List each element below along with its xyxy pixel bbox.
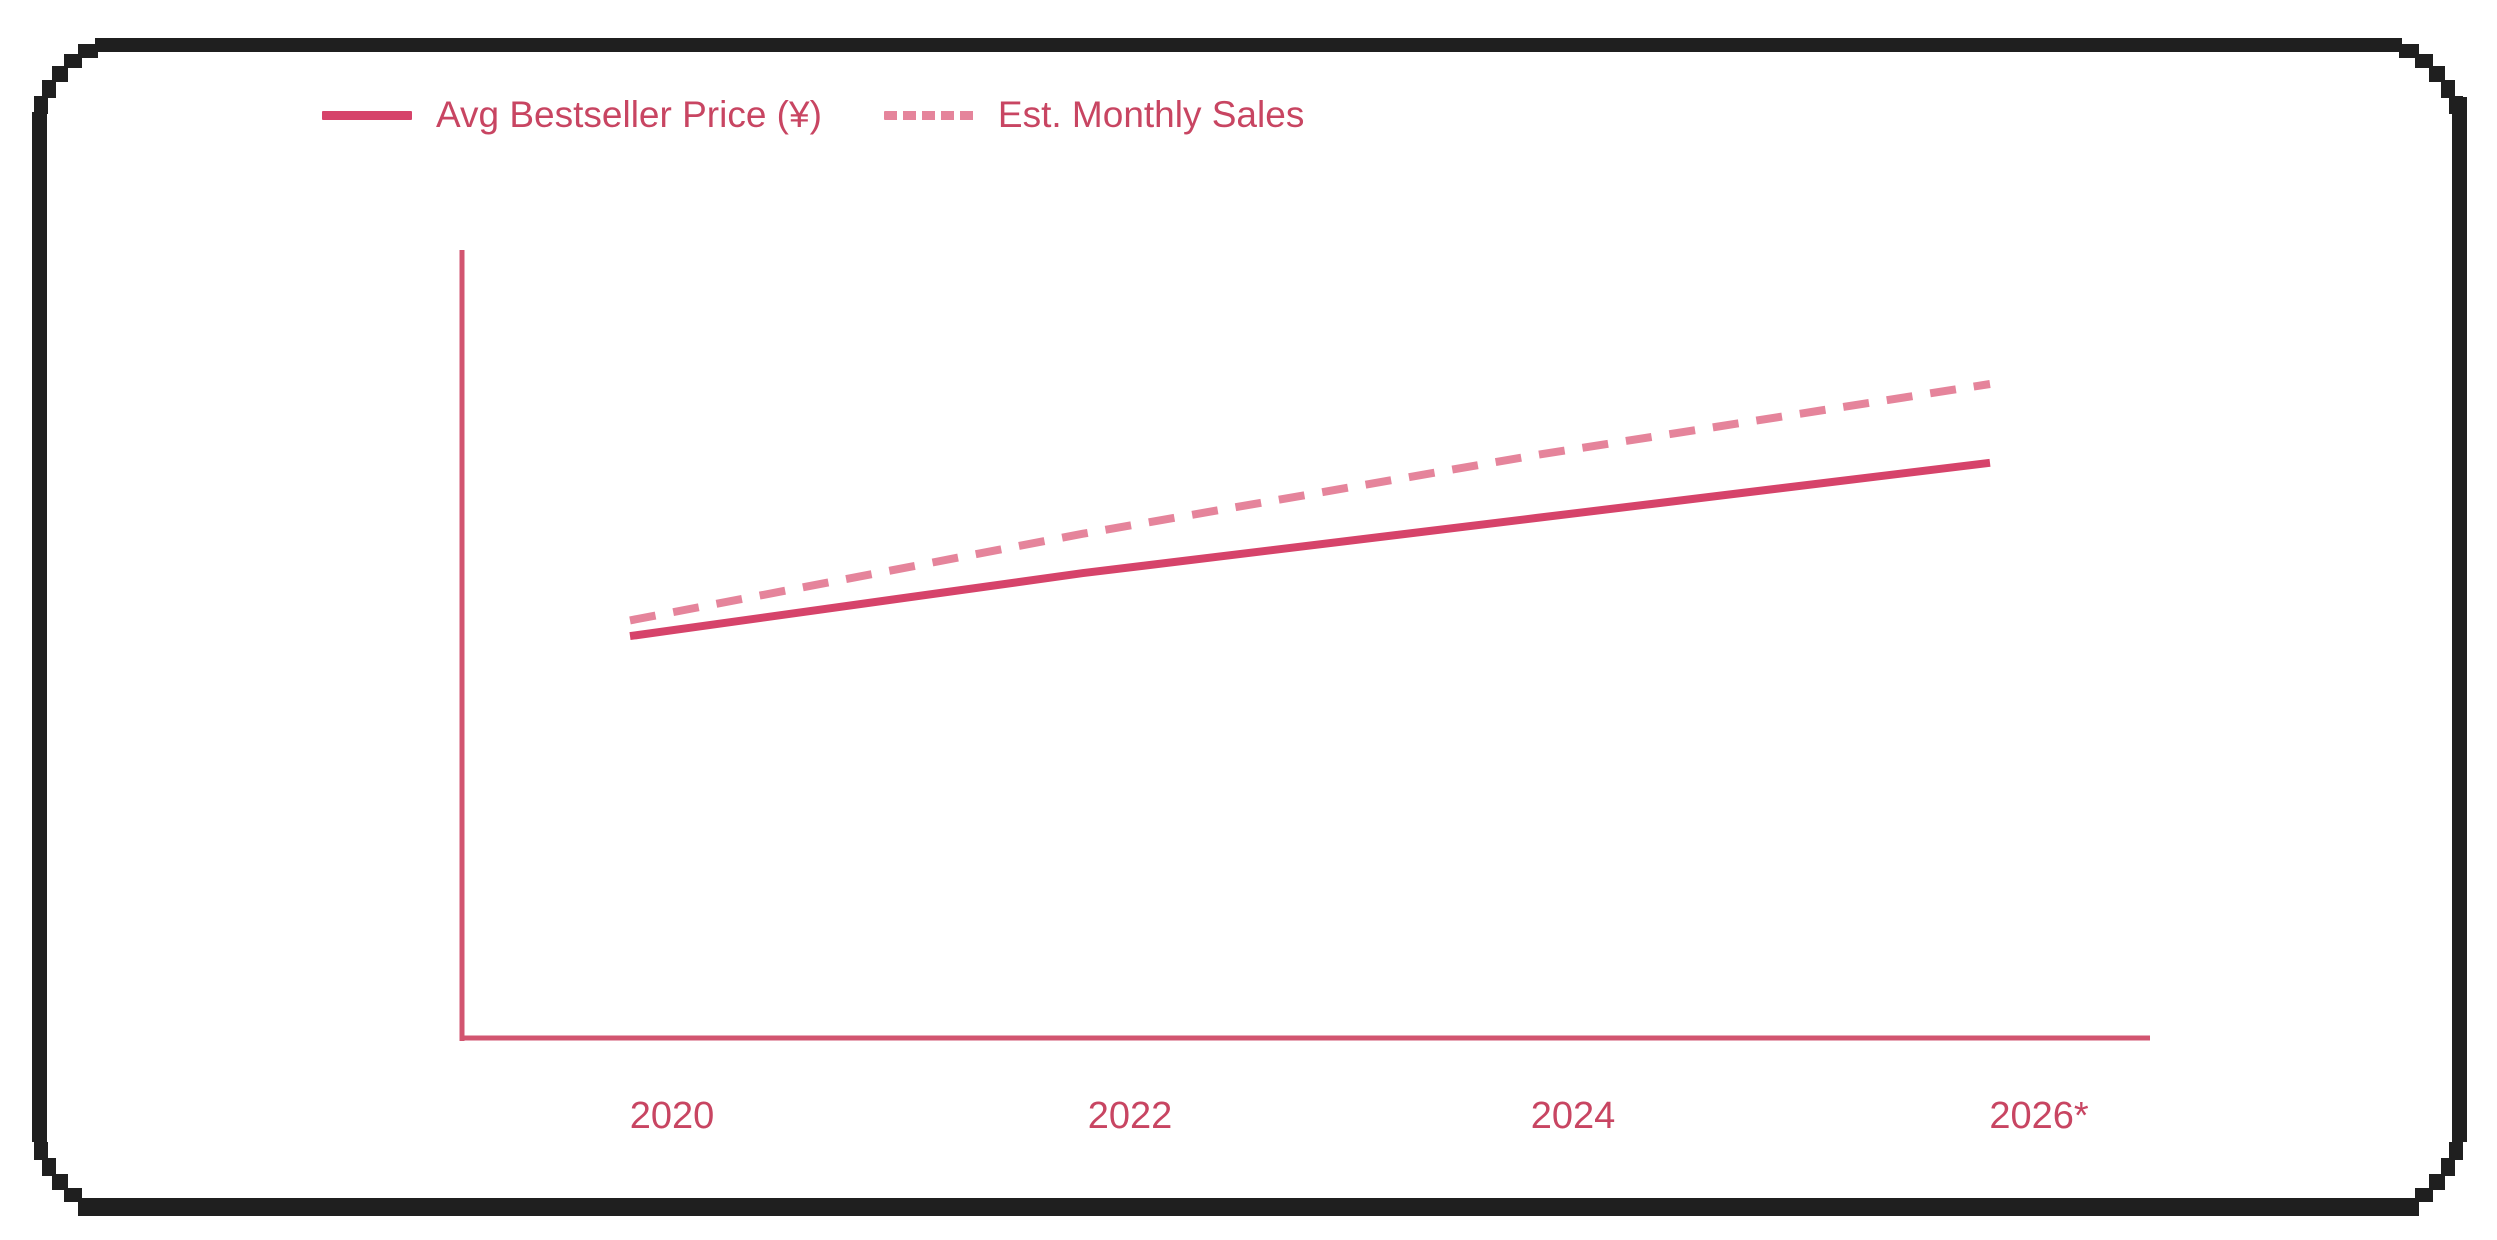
border-bottom-bar <box>100 1198 2400 1216</box>
legend-item-est-monthly-sales: Est. Monthly Sales <box>883 92 1305 138</box>
border-left-bar <box>32 112 47 1142</box>
legend-dashed-line-swatch <box>883 110 974 120</box>
x-tick-label: 2024 <box>1531 1095 1616 1137</box>
x-axis-tick-labels: 2020 2022 2024 2026* <box>630 1095 2089 1137</box>
border-right-bar <box>2452 97 2467 1142</box>
border-top-bar <box>95 38 2402 52</box>
series-line-solid <box>629 458 1991 641</box>
legend-item-avg-bestseller-price: Avg Bestseller Price (¥) <box>322 92 822 138</box>
border-corner-top-right <box>2399 44 2463 114</box>
series-lines <box>629 380 1991 641</box>
border-corner-top-left <box>34 44 98 114</box>
x-tick-label: 2020 <box>630 1095 715 1137</box>
x-tick-label: 2022 <box>1088 1095 1173 1137</box>
legend-solid-line-swatch <box>322 110 412 120</box>
border-corner-bottom-right <box>2397 1142 2463 1216</box>
border-corner-bottom-left <box>34 1142 102 1216</box>
chart-legend: Avg Bestseller Price (¥) Est. Monthly Sa… <box>322 92 1304 138</box>
legend-label-avg-bestseller-price: Avg Bestseller Price (¥) <box>436 94 822 135</box>
series-line-dashed <box>629 380 1991 625</box>
x-tick-label: 2026* <box>1989 1095 2089 1137</box>
legend-label-est-monthly-sales: Est. Monthly Sales <box>997 94 1305 135</box>
